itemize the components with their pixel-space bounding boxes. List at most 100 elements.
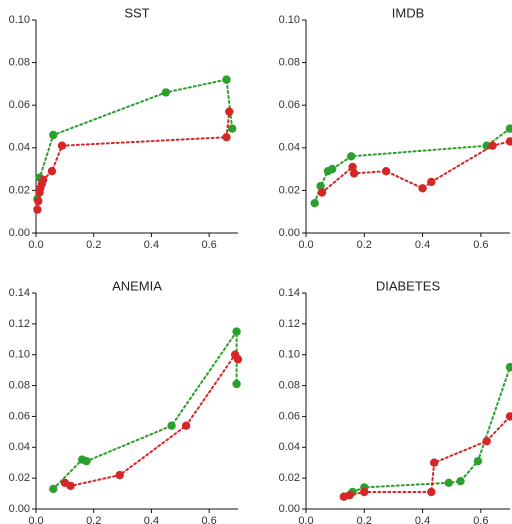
x-tick-label: 0.4 [144, 515, 159, 524]
data-point [345, 490, 354, 500]
x-tick-label: 0.0 [28, 239, 43, 251]
x-tick-label: 0.6 [201, 515, 216, 524]
x-tick-label: 0.6 [201, 239, 216, 251]
y-tick-label: 0.10 [9, 14, 30, 26]
x-tick-label: 0.2 [357, 515, 372, 524]
y-tick-label: 0.02 [279, 184, 300, 196]
data-point [381, 167, 391, 176]
y-tick-label: 0.02 [279, 472, 300, 484]
data-point [222, 75, 231, 84]
x-tick-label: 0.4 [415, 515, 430, 524]
data-point [347, 152, 356, 161]
panel-1: IMDB 0.00 0.02 0.04 0.06 0.08 0.10 0.0 0.2 0.4 0.6 [279, 5, 512, 251]
chart-title: DIABETES [376, 278, 441, 293]
data-point [360, 487, 369, 497]
data-point [115, 470, 124, 480]
data-point [232, 379, 241, 389]
data-point [167, 421, 176, 430]
x-tick-label: 0.4 [415, 239, 430, 251]
data-point [233, 355, 243, 364]
data-point [232, 327, 241, 336]
data-point [430, 458, 439, 467]
data-point [488, 141, 497, 150]
y-tick-label: 0.08 [279, 57, 300, 69]
y-tick-label: 0.06 [279, 99, 300, 111]
panel-3: DIABETES 0.00 0.02 0.04 0.06 0.08 0.10 0.12 0.14… [279, 278, 512, 524]
panel-2: ANEMIA 0.00 0.02 0.04 0.06 0.08 0.10 0.12 0.14 0.… [9, 278, 243, 524]
y-tick-label: 0.10 [279, 14, 300, 26]
series-line-0 [313, 127, 511, 205]
x-tick-label: 0.6 [473, 239, 488, 251]
y-tick-label: 0.10 [279, 349, 300, 361]
data-point [505, 362, 512, 372]
data-point [482, 436, 491, 446]
data-point [444, 478, 453, 487]
data-point [317, 188, 327, 197]
y-tick-label: 0.14 [9, 287, 30, 299]
data-point [225, 107, 234, 116]
x-tick-label: 0.2 [357, 239, 372, 251]
x-tick-label: 0.4 [144, 239, 159, 251]
data-point [473, 457, 483, 466]
y-tick-label: 0.06 [279, 410, 300, 422]
data-point [49, 484, 58, 494]
series-line-1 [36, 110, 231, 211]
y-tick-label: 0.00 [279, 503, 300, 515]
x-tick-label: 0.0 [28, 515, 43, 524]
y-tick-label: 0.06 [9, 99, 30, 111]
y-tick-label: 0.04 [9, 142, 30, 154]
y-tick-label: 0.08 [279, 379, 300, 391]
x-tick-label: 0.6 [473, 515, 488, 524]
y-tick-label: 0.00 [9, 227, 30, 239]
data-point [310, 199, 319, 208]
y-tick-label: 0.14 [279, 287, 300, 299]
y-tick-label: 0.04 [279, 441, 300, 453]
y-tick-label: 0.10 [9, 349, 30, 361]
data-point [49, 130, 58, 140]
data-point [82, 457, 91, 466]
y-tick-label: 0.04 [279, 142, 300, 154]
data-point [316, 181, 325, 191]
x-tick-label: 0.0 [298, 239, 313, 251]
data-point [33, 205, 42, 214]
series-line-0 [52, 328, 238, 490]
data-point [427, 177, 436, 187]
y-tick-label: 0.08 [9, 57, 30, 69]
y-tick-label: 0.02 [9, 472, 30, 484]
data-point [505, 412, 512, 421]
x-tick-label: 0.2 [86, 515, 101, 524]
data-point [328, 164, 337, 174]
data-point [456, 477, 465, 486]
series-line-1 [63, 352, 239, 487]
panel-0: SST 0.00 0.02 0.04 0.06 0.08 0.10 0.0 0.2 0.4 0.6 [9, 5, 238, 251]
data-point [57, 141, 67, 150]
data-point [505, 137, 512, 146]
data-point [181, 421, 191, 430]
data-point [348, 162, 357, 172]
data-point [228, 124, 237, 133]
data-point [418, 184, 427, 193]
chart-title: SST [124, 5, 149, 20]
data-point [505, 124, 512, 133]
y-tick-label: 0.06 [9, 410, 30, 422]
y-tick-label: 0.00 [9, 503, 30, 515]
y-tick-label: 0.04 [9, 441, 30, 453]
chart-title: ANEMIA [112, 278, 162, 293]
data-point [222, 133, 231, 142]
y-tick-label: 0.02 [9, 184, 30, 196]
data-point [427, 487, 436, 497]
x-tick-label: 0.0 [298, 515, 313, 524]
data-point [349, 169, 359, 178]
y-tick-label: 0.08 [9, 379, 30, 391]
x-tick-label: 0.2 [86, 239, 101, 251]
chart-title: IMDB [392, 5, 425, 20]
y-tick-label: 0.12 [279, 318, 300, 330]
data-point [66, 481, 75, 491]
series-line-0 [342, 366, 511, 498]
data-point [161, 88, 171, 97]
data-point [34, 196, 43, 206]
y-tick-label: 0.00 [279, 227, 300, 239]
data-point [39, 175, 48, 184]
data-point [47, 167, 57, 176]
